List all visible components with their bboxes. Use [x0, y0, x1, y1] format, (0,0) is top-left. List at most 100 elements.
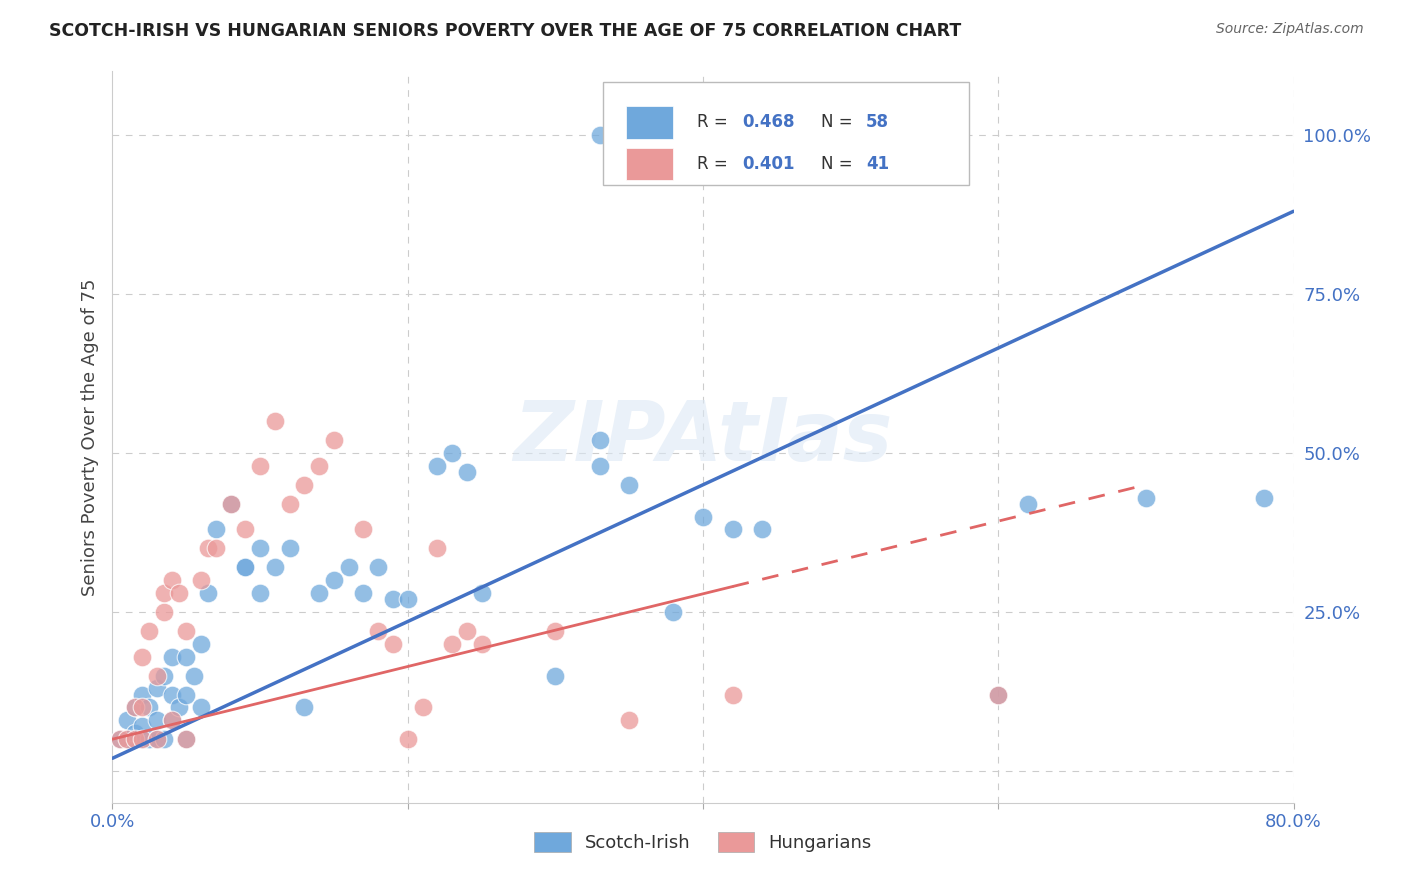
- Point: [219, 497, 242, 511]
- Legend: Scotch-Irish, Hungarians: Scotch-Irish, Hungarians: [527, 824, 879, 860]
- Point: [264, 414, 287, 428]
- Point: [662, 128, 685, 142]
- Point: [124, 700, 146, 714]
- Point: [146, 732, 169, 747]
- Point: [367, 560, 389, 574]
- Y-axis label: Seniors Poverty Over the Age of 75: Seniors Poverty Over the Age of 75: [80, 278, 98, 596]
- Point: [456, 465, 478, 479]
- Text: SCOTCH-IRISH VS HUNGARIAN SENIORS POVERTY OVER THE AGE OF 75 CORRELATION CHART: SCOTCH-IRISH VS HUNGARIAN SENIORS POVERT…: [49, 22, 962, 40]
- Text: Source: ZipAtlas.com: Source: ZipAtlas.com: [1216, 22, 1364, 37]
- Point: [160, 713, 183, 727]
- Point: [108, 732, 131, 747]
- Text: 58: 58: [866, 113, 889, 131]
- Point: [146, 732, 169, 747]
- Point: [190, 700, 212, 714]
- Point: [174, 732, 197, 747]
- Point: [146, 713, 169, 727]
- Text: 41: 41: [866, 155, 889, 173]
- Point: [692, 509, 714, 524]
- Point: [138, 624, 160, 638]
- Point: [352, 522, 374, 536]
- Point: [131, 649, 153, 664]
- Point: [987, 688, 1010, 702]
- Point: [396, 732, 419, 747]
- Point: [249, 586, 271, 600]
- Point: [153, 586, 176, 600]
- Text: ZIPAtlas: ZIPAtlas: [513, 397, 893, 477]
- Point: [205, 541, 228, 556]
- Text: N =: N =: [821, 155, 858, 173]
- Point: [160, 713, 183, 727]
- Point: [131, 732, 153, 747]
- Point: [153, 732, 176, 747]
- Point: [138, 732, 160, 747]
- Point: [124, 700, 146, 714]
- Point: [382, 592, 405, 607]
- Text: R =: R =: [697, 155, 733, 173]
- FancyBboxPatch shape: [603, 82, 969, 185]
- Point: [588, 458, 610, 473]
- Point: [278, 497, 301, 511]
- Point: [233, 522, 256, 536]
- Point: [117, 713, 138, 727]
- Point: [233, 560, 256, 574]
- Point: [1135, 491, 1157, 505]
- Point: [588, 128, 610, 142]
- Point: [1017, 497, 1039, 511]
- Point: [197, 586, 219, 600]
- Point: [352, 586, 374, 600]
- Point: [117, 732, 138, 747]
- Point: [131, 732, 153, 747]
- Point: [146, 681, 169, 696]
- Point: [323, 434, 346, 448]
- Point: [205, 522, 228, 536]
- Point: [124, 732, 146, 747]
- Point: [441, 637, 464, 651]
- Point: [633, 128, 655, 142]
- Point: [131, 719, 153, 733]
- Point: [174, 688, 197, 702]
- Point: [233, 560, 256, 574]
- Point: [264, 560, 287, 574]
- Bar: [626, 147, 673, 180]
- Point: [396, 592, 419, 607]
- Point: [138, 700, 160, 714]
- Text: N =: N =: [821, 113, 858, 131]
- Point: [190, 573, 212, 587]
- Point: [426, 458, 449, 473]
- Point: [544, 668, 567, 682]
- Point: [160, 573, 183, 587]
- Point: [153, 605, 176, 619]
- Point: [153, 668, 176, 682]
- Point: [219, 497, 242, 511]
- Point: [987, 688, 1010, 702]
- Text: 0.468: 0.468: [742, 113, 794, 131]
- Point: [124, 726, 146, 740]
- Point: [292, 700, 315, 714]
- Point: [190, 637, 212, 651]
- Point: [721, 688, 744, 702]
- Point: [470, 637, 494, 651]
- Point: [367, 624, 389, 638]
- Point: [183, 668, 205, 682]
- Point: [174, 732, 197, 747]
- Point: [131, 688, 153, 702]
- Point: [292, 477, 315, 491]
- Point: [619, 713, 641, 727]
- Point: [441, 446, 464, 460]
- Point: [160, 649, 183, 664]
- Point: [323, 573, 346, 587]
- Point: [619, 477, 641, 491]
- Point: [174, 649, 197, 664]
- Point: [117, 732, 138, 747]
- Bar: [626, 105, 673, 138]
- Point: [544, 624, 567, 638]
- Point: [382, 637, 405, 651]
- Point: [426, 541, 449, 556]
- Point: [278, 541, 301, 556]
- Point: [456, 624, 478, 638]
- Point: [249, 458, 271, 473]
- Text: 0.401: 0.401: [742, 155, 794, 173]
- Point: [411, 700, 433, 714]
- Point: [308, 586, 330, 600]
